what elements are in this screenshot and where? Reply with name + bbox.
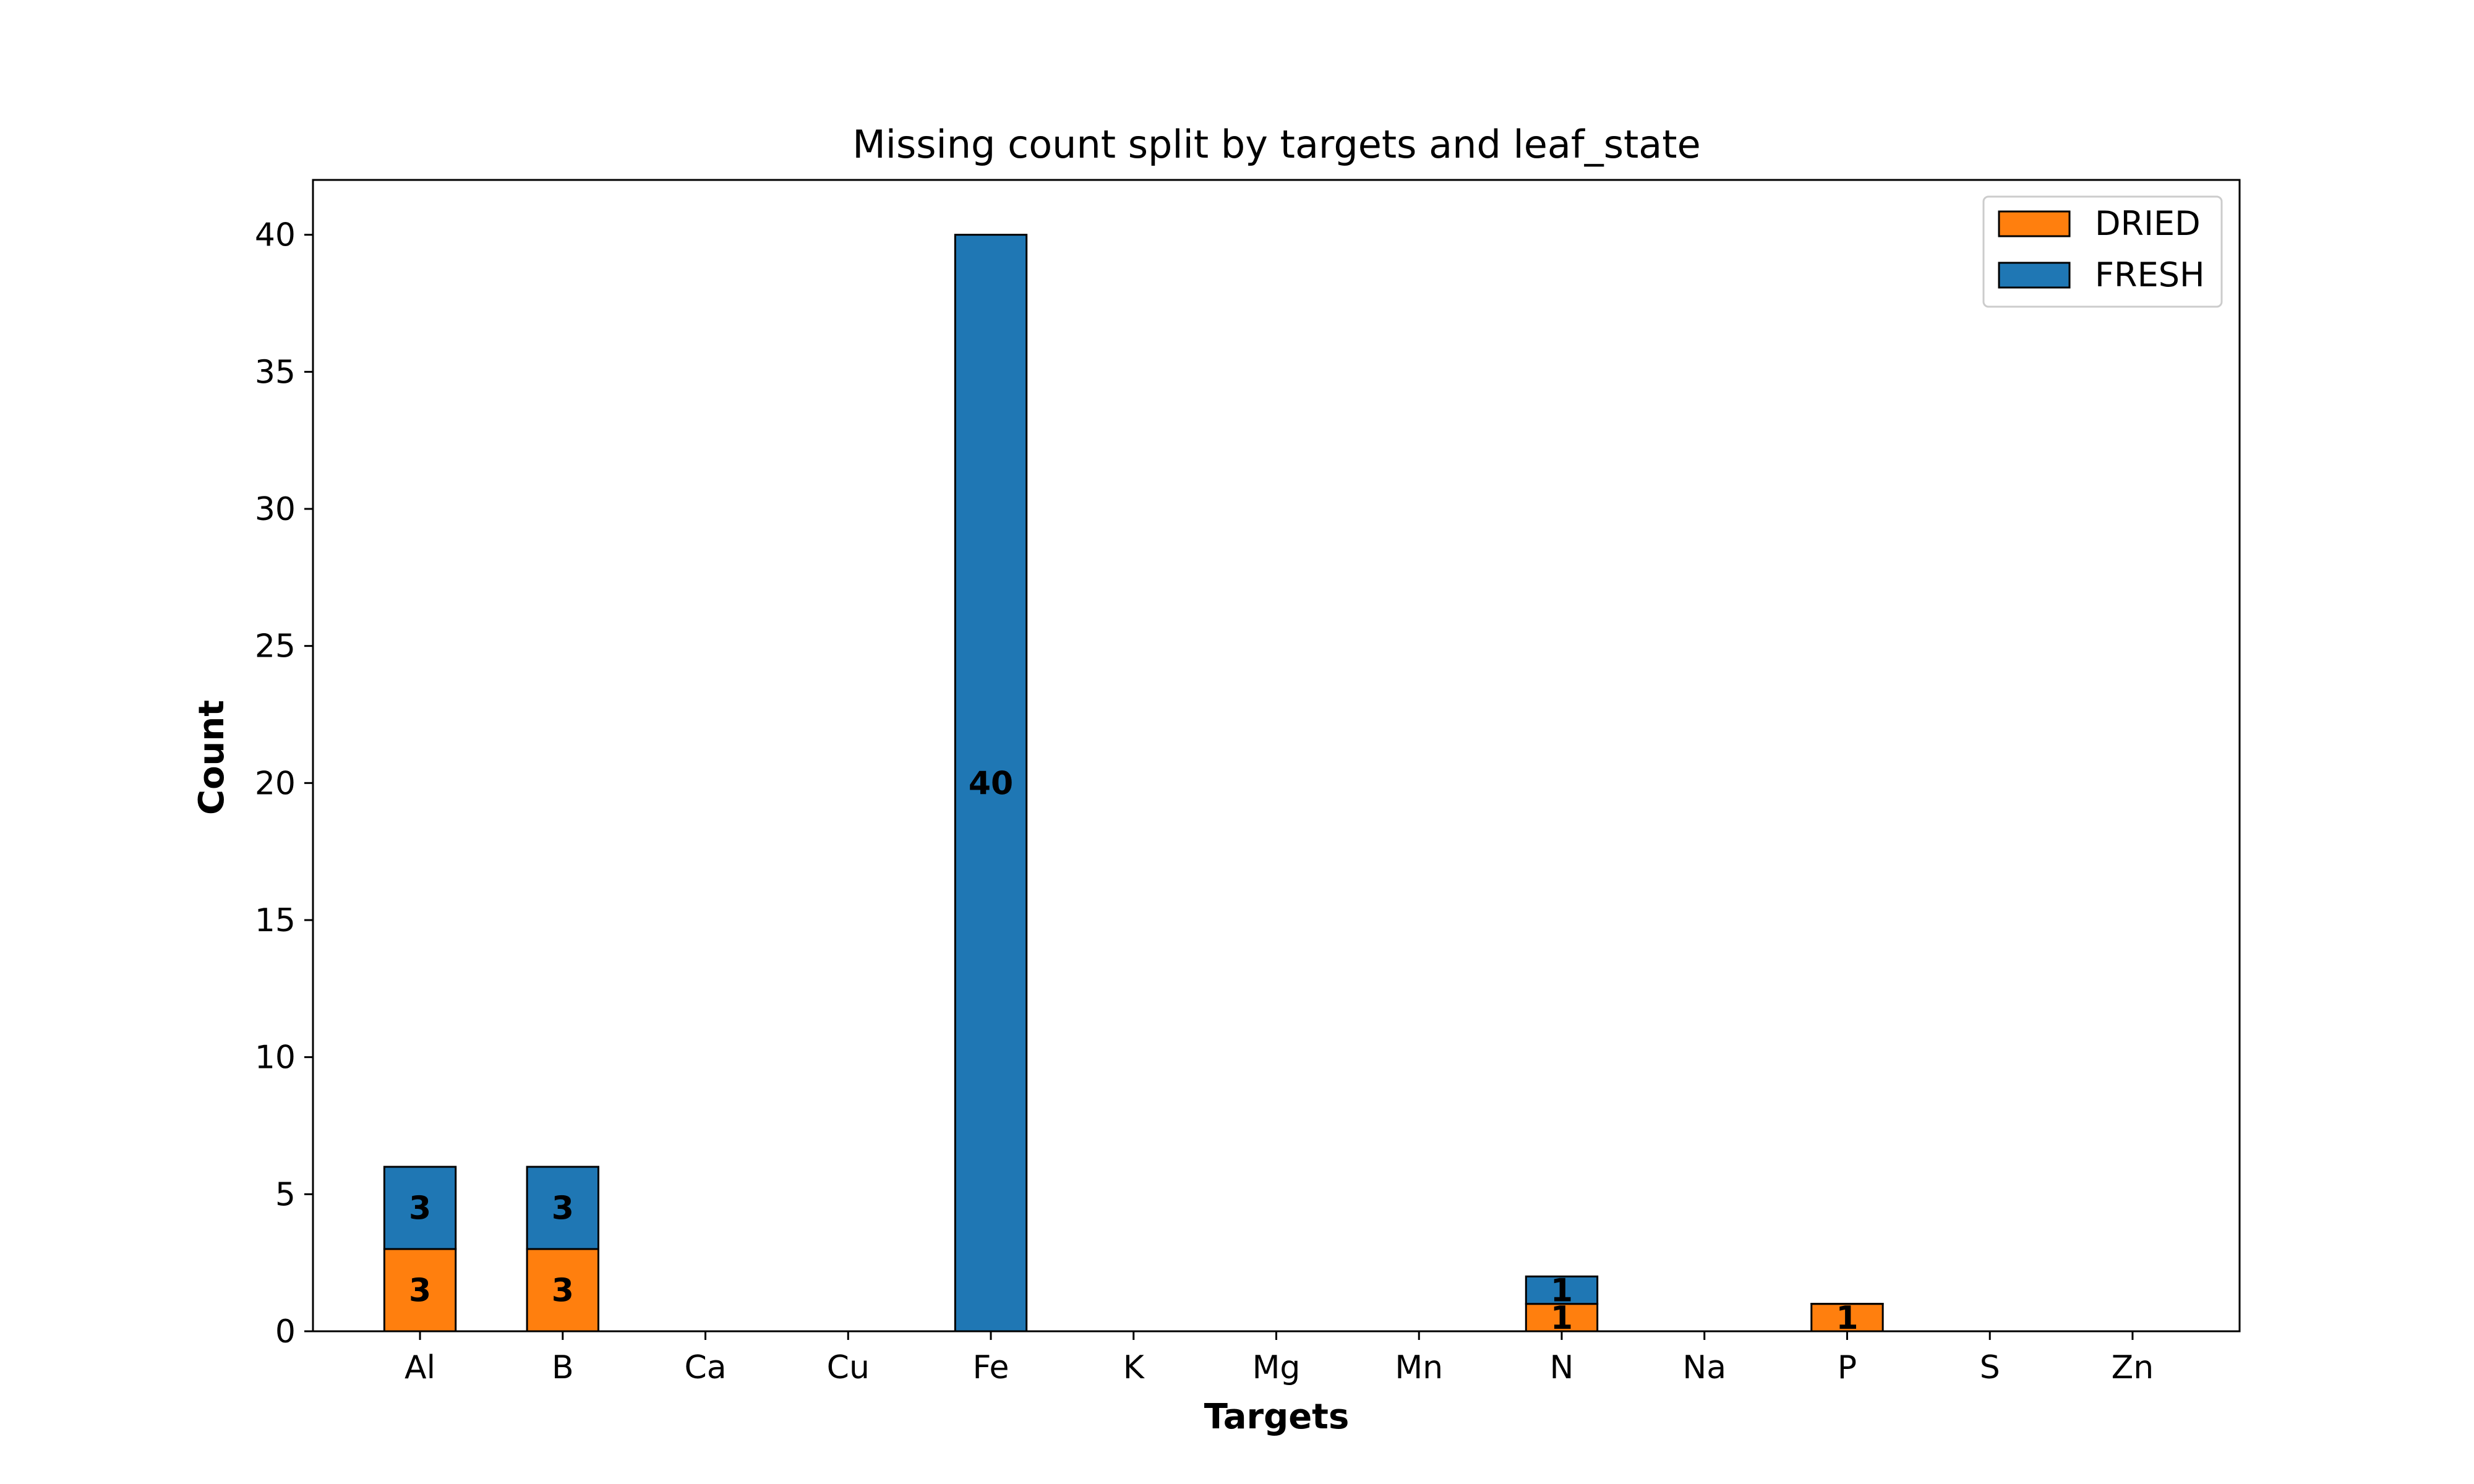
y-tick-label: 20: [255, 765, 296, 802]
y-tick-label: 35: [255, 354, 296, 391]
bar-dried-n: [1525, 1303, 1599, 1333]
legend: DRIED FRESH: [1982, 195, 2223, 308]
x-axis-label: Targets: [1204, 1397, 1350, 1437]
legend-swatch-fresh: [1998, 262, 2071, 289]
bar-value-label: 3: [409, 1190, 431, 1227]
x-tick-label: S: [1980, 1349, 2000, 1386]
x-tick-label: K: [1123, 1349, 1145, 1386]
x-axis: Al B Ca Cu Fe K Mg Mn N Na P S Zn: [404, 1331, 2154, 1386]
x-tick-label: B: [552, 1349, 574, 1386]
bar-fresh-fe: [954, 234, 1028, 1333]
y-tick-label: 0: [275, 1313, 296, 1350]
legend-label-dried: DRIED: [2095, 204, 2201, 243]
bar-fresh-b: [526, 1166, 599, 1250]
y-axis-label: Count: [192, 700, 232, 815]
bar-value-label: 3: [409, 1273, 431, 1310]
y-tick-label: 40: [255, 217, 296, 254]
y-tick-label: 5: [275, 1176, 296, 1213]
x-tick-label: Na: [1682, 1349, 1726, 1386]
x-tick-label: Zn: [2112, 1349, 2154, 1386]
x-tick-label: Cu: [827, 1349, 870, 1386]
y-tick-label: 15: [255, 902, 296, 939]
x-tick-label: Ca: [684, 1349, 726, 1386]
y-axis: 0 5 10 15 20 25 30 35 40: [255, 217, 313, 1350]
chart-title: Missing count split by targets and leaf_…: [852, 122, 1701, 167]
x-tick-label: Mg: [1252, 1349, 1301, 1386]
bar-value-label: 40: [969, 765, 1013, 802]
x-tick-label: Al: [404, 1349, 435, 1386]
y-tick-label: 10: [255, 1039, 296, 1077]
bar-value-label: 3: [552, 1273, 574, 1310]
x-tick-label: Fe: [972, 1349, 1009, 1386]
plot-frame: [312, 179, 2241, 1333]
bar-dried-al: [383, 1248, 457, 1333]
x-tick-label: Mn: [1395, 1349, 1443, 1386]
legend-swatch-dried: [1998, 210, 2071, 237]
y-tick-label: 25: [255, 628, 296, 665]
legend-label-fresh: FRESH: [2095, 255, 2205, 294]
bar-fresh-al: [383, 1166, 457, 1250]
bar-value-label: 1: [1551, 1273, 1573, 1310]
x-tick-label: N: [1550, 1349, 1574, 1386]
bar-fresh-n: [1525, 1275, 1599, 1305]
x-tick-label: P: [1838, 1349, 1857, 1386]
y-tick-label: 30: [255, 491, 296, 528]
bars-layer: [383, 234, 2170, 1333]
bar-value-label: 3: [552, 1190, 574, 1227]
